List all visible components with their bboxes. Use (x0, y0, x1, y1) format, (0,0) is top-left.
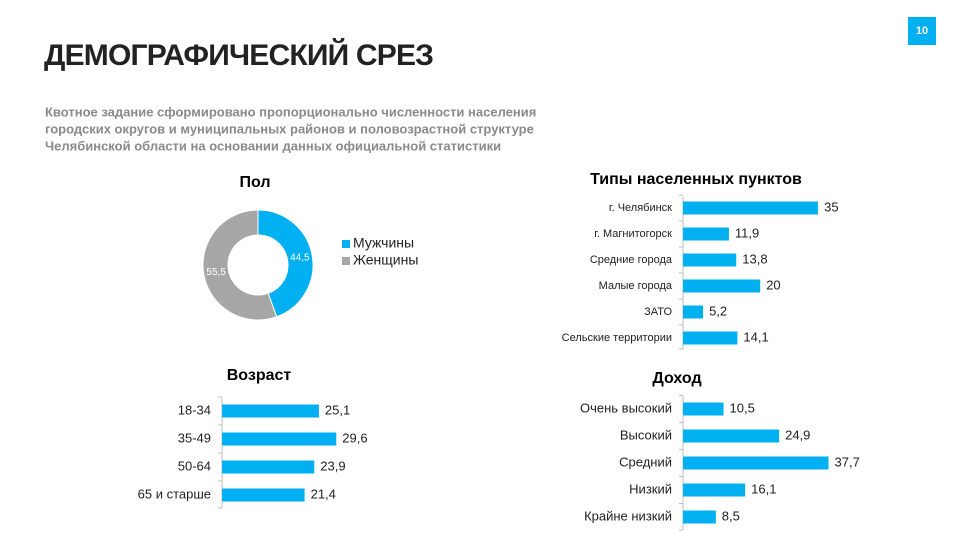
bar (683, 253, 737, 267)
bar (222, 488, 305, 502)
value-label: 16,1 (751, 481, 776, 496)
category-label: Низкий (629, 481, 672, 496)
bar (683, 483, 746, 497)
category-label: Средние города (590, 254, 673, 266)
value-label: 23,9 (320, 458, 345, 473)
bar (683, 456, 829, 470)
category-label: 50-64 (178, 458, 211, 473)
pie-slice (202, 209, 278, 321)
chart-title: Пол (239, 174, 270, 191)
category-label: Средний (619, 454, 672, 469)
bar (683, 201, 819, 215)
legend-label: Женщины (353, 252, 418, 268)
category-label: Высокий (620, 427, 672, 442)
value-label: 11,9 (735, 225, 759, 240)
chart-title: Доход (652, 370, 701, 387)
legend-marker (342, 240, 350, 248)
value-label: 8,5 (722, 508, 740, 523)
slice-label: 44,5 (290, 252, 310, 263)
bar (683, 227, 729, 241)
category-label: 18-34 (178, 402, 211, 417)
slide-title: ДЕМОГРАФИЧЕСКИЙ СРЕЗ (44, 38, 433, 72)
value-label: 35 (824, 199, 838, 214)
slice-label: 55,5 (206, 267, 226, 278)
pie-slice (257, 209, 314, 318)
value-label: 25,1 (325, 402, 350, 417)
bar (683, 279, 761, 293)
value-label: 20 (766, 277, 780, 292)
bar (222, 432, 337, 446)
value-label: 5,2 (709, 303, 727, 318)
bar (683, 305, 704, 319)
value-label: 21,4 (311, 486, 336, 501)
legend-label: Мужчины (353, 235, 414, 251)
subtitle-line: городских округов и муниципальных районо… (45, 121, 534, 136)
bar (683, 429, 780, 443)
subtitle-line: Квотное задание сформировано пропорциона… (45, 104, 536, 119)
category-label: 35-49 (178, 430, 211, 445)
bar (222, 460, 315, 474)
category-label: г. Челябинск (609, 202, 672, 214)
value-label: 29,6 (342, 430, 367, 445)
category-label: ЗАТО (644, 306, 672, 318)
bar (683, 510, 716, 524)
bar (683, 402, 724, 416)
value-label: 14,1 (743, 329, 768, 344)
category-label: Сельские территории (562, 332, 672, 344)
category-label: Очень высокий (580, 400, 672, 415)
value-label: 13,8 (742, 251, 767, 266)
category-label: г. Магнитогорск (594, 228, 672, 240)
category-label: Малые города (599, 280, 673, 292)
legend-marker (342, 257, 350, 265)
chart-title: Возраст (227, 367, 292, 384)
category-label: Крайне низкий (584, 508, 672, 523)
value-label: 10,5 (730, 400, 755, 415)
chart-title: Типы населенных пунктов (590, 171, 802, 188)
value-label: 37,7 (835, 454, 860, 469)
page-number: 10 (916, 25, 928, 37)
bar (222, 404, 319, 418)
bar (683, 331, 738, 345)
page-badge (908, 17, 936, 45)
subtitle-line: Челябинской области на основании данных … (45, 138, 501, 153)
value-label: 24,9 (785, 427, 810, 442)
category-label: 65 и старше (138, 486, 211, 501)
